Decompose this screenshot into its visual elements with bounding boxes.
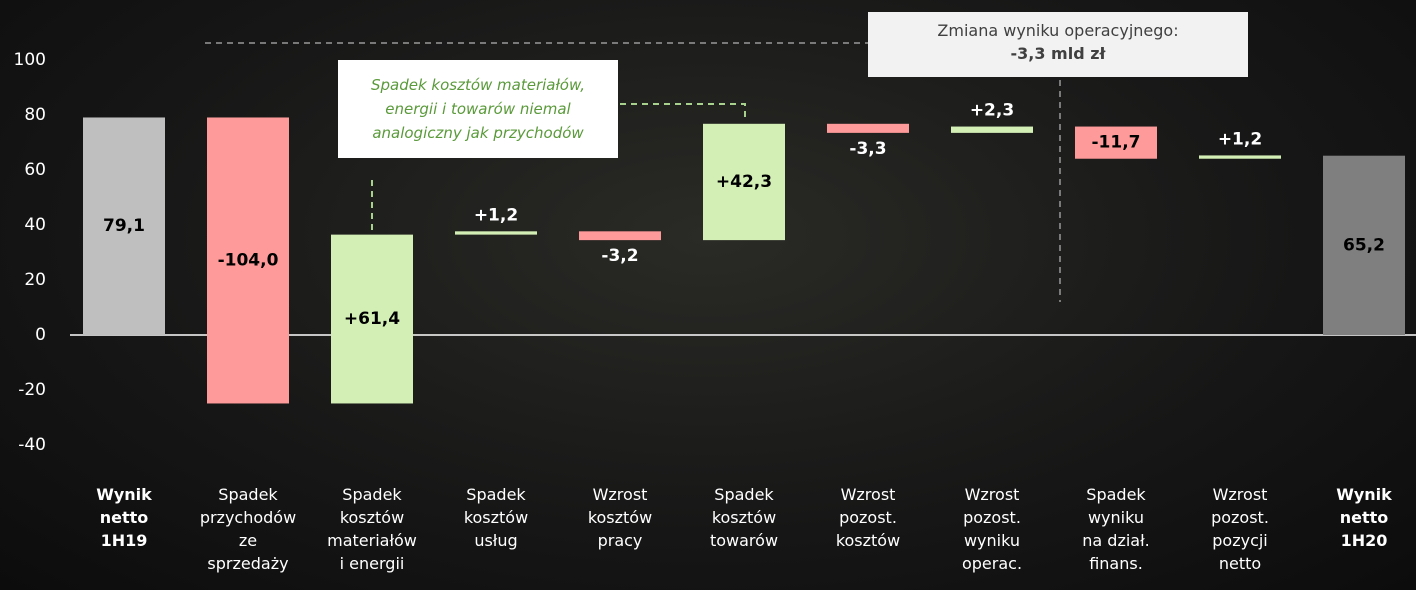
bar [579, 231, 661, 241]
value-label: -11,7 [1092, 133, 1141, 153]
summary-box: Zmiana wyniku operacyjnego: -3,3 mld zł [868, 12, 1248, 77]
value-label: +1,2 [474, 205, 518, 225]
note: Spadek kosztów materiałów, energii i tow… [338, 60, 618, 158]
bar [455, 231, 537, 235]
x-tick-label: Spadek kosztów towarów [709, 485, 779, 550]
x-tick-label: Spadek wyniku na dział. finans. [1082, 485, 1150, 573]
bar [827, 123, 909, 133]
y-tick-label: 40 [24, 215, 46, 235]
x-tick-label: Spadek kosztów usług [463, 485, 529, 550]
x-tick-label: Spadek kosztów materiałów i energii [327, 485, 417, 573]
x-tick-label: Wynik netto 1H19 [96, 485, 152, 550]
value-label: -3,3 [849, 139, 886, 159]
bar [1199, 155, 1281, 159]
y-tick-label: 80 [24, 105, 46, 125]
x-tick-label: Wzrost pozost. kosztów [835, 485, 901, 550]
value-label: 65,2 [1343, 235, 1385, 255]
value-label: +42,3 [716, 172, 772, 192]
y-tick-label: -40 [18, 435, 46, 455]
y-tick-label: 60 [24, 160, 46, 180]
y-tick-label: 100 [14, 50, 46, 70]
value-label: -3,2 [601, 246, 638, 266]
value-label: +2,3 [970, 101, 1014, 121]
bar [1075, 126, 1157, 159]
value-label: +61,4 [344, 309, 400, 329]
note-connector [620, 103, 746, 120]
bar [331, 234, 413, 404]
x-tick-label: Wzrost pozost. wyniku operac. [961, 485, 1023, 573]
bar [83, 117, 165, 335]
bar [1323, 155, 1405, 335]
box-title: Zmiana wyniku operacyjnego: [937, 21, 1179, 40]
box-value: -3,3 mld zł [1010, 44, 1106, 63]
bar [703, 123, 785, 241]
y-tick-label: -20 [18, 380, 46, 400]
x-tick-label: Wzrost kosztów pracy [587, 485, 653, 550]
x-tick-label: Wzrost pozost. pozycji netto [1211, 485, 1269, 573]
x-tick-label: Wynik netto 1H20 [1336, 485, 1392, 550]
value-label: -104,0 [218, 250, 279, 270]
x-tick-label: Spadek przychodów ze sprzedaży [199, 485, 297, 573]
value-label: 79,1 [103, 216, 145, 236]
y-tick-label: 0 [35, 325, 46, 345]
value-label: +1,2 [1218, 129, 1262, 149]
bar [207, 117, 289, 404]
y-tick-label: 20 [24, 270, 46, 290]
bar [951, 126, 1033, 133]
